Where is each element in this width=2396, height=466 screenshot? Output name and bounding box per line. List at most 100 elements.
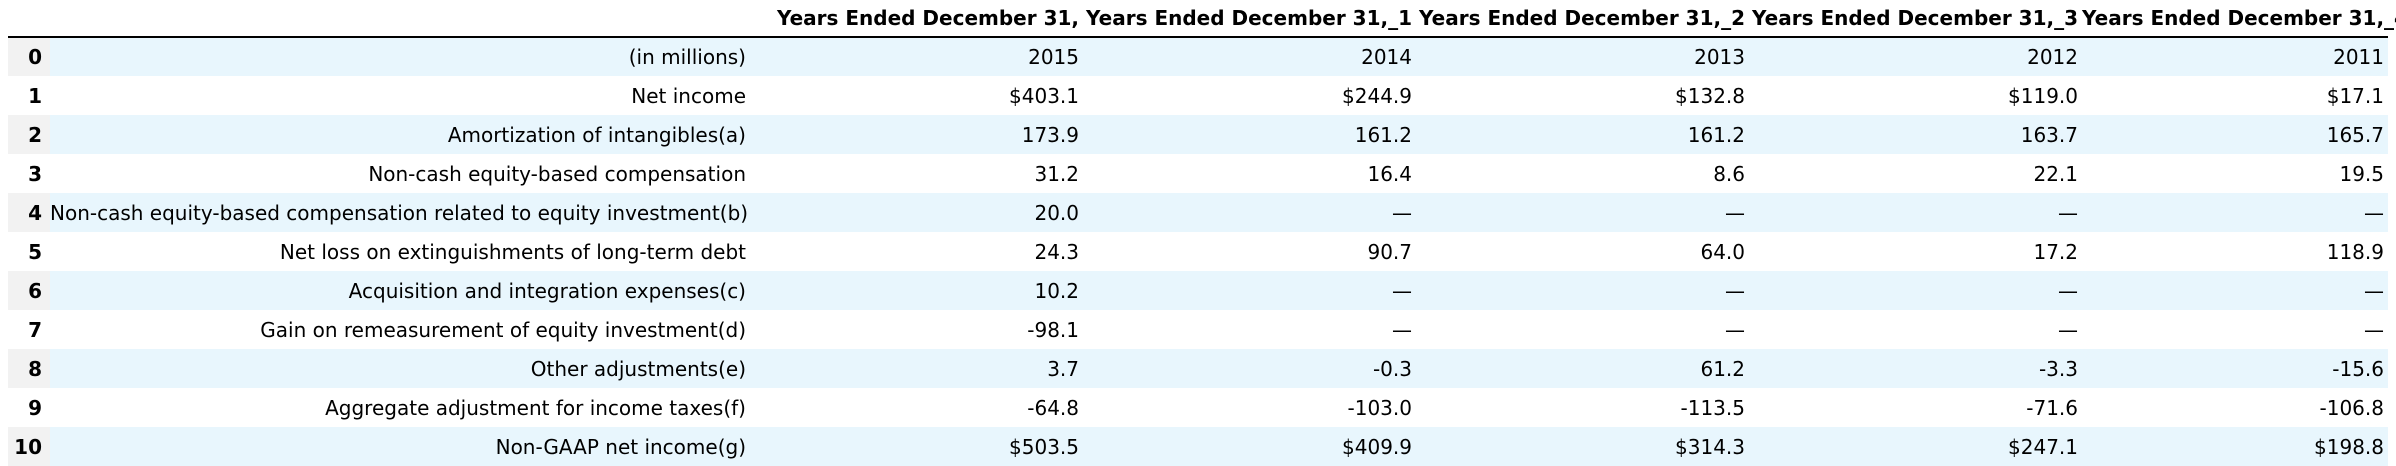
row-label: Aggregate adjustment for income taxes(f) bbox=[50, 388, 750, 427]
table-cell: 163.7 bbox=[1749, 115, 2082, 154]
row-label: Acquisition and integration expenses(c) bbox=[50, 271, 750, 310]
table-cell: 2012 bbox=[1749, 37, 2082, 76]
table-cell: — bbox=[1416, 193, 1749, 232]
table-cell: 31.2 bbox=[750, 154, 1083, 193]
table-cell: $119.0 bbox=[1749, 76, 2082, 115]
row-index: 6 bbox=[8, 271, 50, 310]
row-index: 0 bbox=[8, 37, 50, 76]
table-cell: $314.3 bbox=[1416, 427, 1749, 466]
table-cell: — bbox=[1083, 271, 1416, 310]
row-label: Amortization of intangibles(a) bbox=[50, 115, 750, 154]
table-cell: 8.6 bbox=[1416, 154, 1749, 193]
table-cell: $244.9 bbox=[1083, 76, 1416, 115]
row-index: 9 bbox=[8, 388, 50, 427]
table-cell: -3.3 bbox=[1749, 349, 2082, 388]
column-header: Years Ended December 31, bbox=[750, 0, 1083, 38]
table-row: 8 Other adjustments(e) 3.7 -0.3 61.2 -3.3 -15.… bbox=[8, 349, 2388, 388]
row-index: 3 bbox=[8, 154, 50, 193]
table-cell: 173.9 bbox=[750, 115, 1083, 154]
table-cell: 2013 bbox=[1416, 37, 1749, 76]
row-label: (in millions) bbox=[50, 37, 750, 76]
table-cell: 22.1 bbox=[1749, 154, 2082, 193]
table-row: 6 Acquisition and integration expenses(c)… bbox=[8, 271, 2388, 310]
table-header: Years Ended December 31, Years Ended Dece… bbox=[8, 0, 2396, 38]
column-header: Years Ended December 31,_2 bbox=[1416, 0, 1749, 38]
table-cell: — bbox=[1749, 271, 2082, 310]
financial-table: Years Ended December 31, Years Ended Dece… bbox=[8, 0, 2396, 466]
row-index: 5 bbox=[8, 232, 50, 271]
row-label: Non-cash equity-based compensation relat… bbox=[50, 193, 750, 232]
row-index: 4 bbox=[8, 193, 50, 232]
index-header bbox=[8, 0, 50, 38]
table-cell: -15.6 bbox=[2082, 349, 2388, 388]
column-header: Years Ended December 31,_1 bbox=[1083, 0, 1416, 38]
table-cell: — bbox=[2082, 271, 2388, 310]
row-index: 2 bbox=[8, 115, 50, 154]
table-cell: $198.8 bbox=[2082, 427, 2388, 466]
table-cell: — bbox=[1416, 310, 1749, 349]
table-row: 10 Non-GAAP net income(g) $503.5 $409.9 $314… bbox=[8, 427, 2388, 466]
table-cell: 2011 bbox=[2082, 37, 2388, 76]
table-row: 2 Amortization of intangibles(a) 173.9 161.… bbox=[8, 115, 2388, 154]
table-cell: — bbox=[1083, 193, 1416, 232]
table-cell: — bbox=[1749, 193, 2082, 232]
table-cell: -98.1 bbox=[750, 310, 1083, 349]
row-label: Net loss on extinguishments of long-term… bbox=[50, 232, 750, 271]
row-index: 1 bbox=[8, 76, 50, 115]
table-cell: 2014 bbox=[1083, 37, 1416, 76]
table-row: 1 Net income $403.1 $244.9 $132.8 $119.0 $17.1 bbox=[8, 76, 2388, 115]
table-cell: 19.5 bbox=[2082, 154, 2388, 193]
table-cell: 90.7 bbox=[1083, 232, 1416, 271]
table-row: 7 Gain on remeasurement of equity investm… bbox=[8, 310, 2388, 349]
table-cell: -64.8 bbox=[750, 388, 1083, 427]
table-cell: -106.8 bbox=[2082, 388, 2388, 427]
table-cell: -103.0 bbox=[1083, 388, 1416, 427]
header-row: Years Ended December 31, Years Ended Dece… bbox=[8, 0, 2396, 38]
row-label: Non-GAAP net income(g) bbox=[50, 427, 750, 466]
row-index: 8 bbox=[8, 349, 50, 388]
table-cell: -71.6 bbox=[1749, 388, 2082, 427]
table-row: 9 Aggregate adjustment for income taxes(f… bbox=[8, 388, 2388, 427]
table-cell: -113.5 bbox=[1416, 388, 1749, 427]
table-cell: 16.4 bbox=[1083, 154, 1416, 193]
table-cell: 61.2 bbox=[1416, 349, 1749, 388]
table-row: 3 Non-cash equity-based compensation 31.2 1… bbox=[8, 154, 2388, 193]
table-cell: — bbox=[1749, 310, 2082, 349]
table-cell: — bbox=[1083, 310, 1416, 349]
table-cell: — bbox=[2082, 193, 2388, 232]
table-cell: $17.1 bbox=[2082, 76, 2388, 115]
column-header: Years Ended December 31,_4 bbox=[2082, 0, 2396, 38]
column-header: Years Ended December 31,_3 bbox=[1749, 0, 2082, 38]
dataframe-container: Years Ended December 31, Years Ended Dece… bbox=[8, 0, 2396, 466]
table-cell: 10.2 bbox=[750, 271, 1083, 310]
table-cell: 20.0 bbox=[750, 193, 1083, 232]
row-index: 10 bbox=[8, 427, 50, 466]
row-index: 7 bbox=[8, 310, 50, 349]
table-cell: 118.9 bbox=[2082, 232, 2388, 271]
table-row: 4 Non-cash equity-based compensation rela… bbox=[8, 193, 2388, 232]
table-cell: 64.0 bbox=[1416, 232, 1749, 271]
table-cell: — bbox=[1416, 271, 1749, 310]
label-header bbox=[50, 0, 750, 38]
table-cell: 2015 bbox=[750, 37, 1083, 76]
table-cell: $403.1 bbox=[750, 76, 1083, 115]
table-cell: $132.8 bbox=[1416, 76, 1749, 115]
table-cell: 3.7 bbox=[750, 349, 1083, 388]
table-row: 0 (in millions) 2015 2014 2013 2012 2011 bbox=[8, 37, 2388, 76]
table-cell: 165.7 bbox=[2082, 115, 2388, 154]
table-cell: 17.2 bbox=[1749, 232, 2082, 271]
table-cell: 161.2 bbox=[1416, 115, 1749, 154]
row-label: Non-cash equity-based compensation bbox=[50, 154, 750, 193]
table-cell: -0.3 bbox=[1083, 349, 1416, 388]
table-cell: — bbox=[2082, 310, 2388, 349]
table-cell: $247.1 bbox=[1749, 427, 2082, 466]
row-label: Gain on remeasurement of equity investme… bbox=[50, 310, 750, 349]
table-body: 0 (in millions) 2015 2014 2013 2012 2011 1 Net i… bbox=[8, 37, 2388, 466]
table-row: 5 Net loss on extinguishments of long-ter… bbox=[8, 232, 2388, 271]
table-cell: 161.2 bbox=[1083, 115, 1416, 154]
table-cell: $503.5 bbox=[750, 427, 1083, 466]
row-label: Net income bbox=[50, 76, 750, 115]
table-cell: $409.9 bbox=[1083, 427, 1416, 466]
table-cell: 24.3 bbox=[750, 232, 1083, 271]
row-label: Other adjustments(e) bbox=[50, 349, 750, 388]
